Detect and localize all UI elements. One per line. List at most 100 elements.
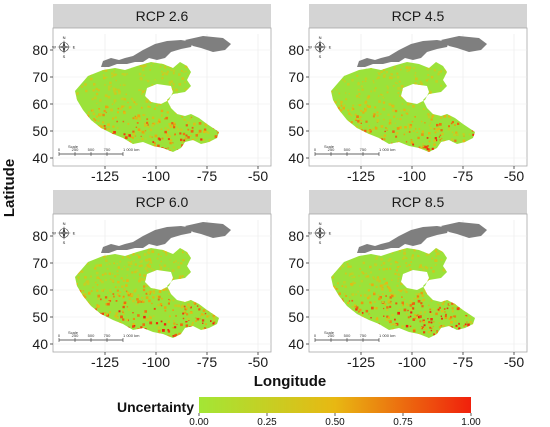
map-plot-area: 80 70 60 50 40 -125 -100 -75 -50 N S E W Scale 0 250 500… (288, 220, 527, 370)
legend-tick-label: 0.00 (189, 417, 209, 427)
x-tick-label: -50 (504, 168, 524, 184)
panel-strip (53, 4, 271, 28)
scale-label: 750 (104, 333, 111, 338)
y-tick-label: 60 (288, 96, 304, 112)
compass-rose: N S E W (52, 221, 76, 245)
scale-label: 0 (58, 333, 61, 338)
scale-label: 1 000 km (379, 147, 396, 152)
scale-label: 1 000 km (123, 147, 140, 152)
legend-tick-label: 1.00 (461, 417, 481, 427)
legend-colorbar (199, 397, 471, 413)
y-tick-label: 40 (288, 150, 304, 166)
y-axis-title: Latitude (1, 159, 18, 217)
scale-label: 500 (88, 333, 95, 338)
scale-label: 250 (72, 147, 79, 152)
compass-n: N (63, 221, 66, 226)
compass-s: S (319, 240, 322, 245)
y-tick-label: 50 (32, 123, 48, 139)
x-tick-label: -125 (347, 168, 375, 184)
greenland-landmass (441, 36, 487, 52)
compass-e: E (73, 231, 76, 236)
scale-title: Scale (68, 144, 79, 149)
x-tick-label: -125 (91, 354, 119, 370)
compass-s: S (63, 54, 66, 59)
compass-rose: N S E W (52, 35, 76, 59)
legend-tick-label: 0.50 (325, 417, 345, 427)
panel-title: RCP 8.5 (392, 194, 445, 210)
x-tick-label: -50 (504, 354, 524, 370)
compass-e: E (329, 45, 332, 50)
scale-label: 750 (360, 147, 367, 152)
scale-label: 500 (88, 147, 95, 152)
scale-label: 0 (314, 333, 317, 338)
legend-tick-label: 0.75 (393, 417, 413, 427)
scale-label: 0 (58, 147, 61, 152)
panel-strip (53, 190, 271, 214)
scale-label: 1 000 km (379, 333, 396, 338)
map-panel-rcp60: RCP 6.0 80 70 60 50 40 -125 -100 -75 -50 N S E W Scal… (32, 190, 272, 370)
legend-tick-label: 0.25 (257, 417, 277, 427)
scale-label: 1 000 km (123, 333, 140, 338)
y-tick-label: 60 (32, 96, 48, 112)
map-panel-rcp85: RCP 8.5 80 70 60 50 40 -125 -100 -75 -50 N S E W Scal… (288, 190, 528, 370)
x-tick-label: -75 (197, 354, 217, 370)
x-tick-label: -50 (248, 354, 268, 370)
y-tick-label: 60 (288, 282, 304, 298)
compass-s: S (319, 54, 322, 59)
y-tick-label: 70 (288, 255, 304, 271)
y-tick-label: 40 (288, 336, 304, 352)
panel-title: RCP 2.6 (136, 8, 189, 24)
map-panel-rcp26: RCP 2.6 80 70 60 50 40 -125 -100 -75 -50 N S E W Scal… (32, 4, 272, 184)
scale-bar: Scale 0 250 500 750 1 000 km (58, 330, 140, 342)
compass-w: W (52, 45, 56, 50)
scale-bar: Scale 0 250 500 750 1 000 km (58, 144, 140, 156)
x-tick-label: -75 (453, 354, 473, 370)
scale-label: 750 (360, 333, 367, 338)
map-plot-area: 80 70 60 50 40 -125 -100 -75 -50 N S E W Scale 0 250 500… (288, 34, 527, 184)
panel-title: RCP 6.0 (136, 194, 189, 210)
scale-bar: Scale 0 250 500 750 1 000 km (314, 330, 396, 342)
scale-label: 500 (344, 147, 351, 152)
x-tick-label: -100 (398, 354, 426, 370)
x-tick-label: -100 (142, 354, 170, 370)
x-tick-label: -50 (248, 168, 268, 184)
y-tick-label: 50 (32, 309, 48, 325)
panel-strip (309, 4, 527, 28)
compass-e: E (329, 231, 332, 236)
x-tick-label: -75 (453, 168, 473, 184)
y-tick-label: 40 (32, 150, 48, 166)
y-tick-label: 50 (288, 309, 304, 325)
y-tick-label: 80 (32, 42, 48, 58)
scale-title: Scale (324, 330, 335, 335)
scale-label: 0 (314, 147, 317, 152)
compass-w: W (308, 45, 312, 50)
y-tick-label: 80 (32, 228, 48, 244)
greenland-landmass (441, 222, 487, 238)
scale-label: 750 (104, 147, 111, 152)
y-tick-label: 40 (32, 336, 48, 352)
greenland-landmass (185, 36, 231, 52)
scale-label: 500 (344, 333, 351, 338)
y-tick-label: 70 (288, 69, 304, 85)
y-tick-label: 70 (32, 255, 48, 271)
compass-e: E (73, 45, 76, 50)
panel-strip (309, 190, 527, 214)
x-tick-label: -100 (398, 168, 426, 184)
y-tick-label: 70 (32, 69, 48, 85)
x-tick-label: -75 (197, 168, 217, 184)
scale-label: 250 (72, 333, 79, 338)
compass-w: W (308, 231, 312, 236)
compass-s: S (63, 240, 66, 245)
y-tick-label: 60 (32, 282, 48, 298)
x-axis-title: Longitude (254, 373, 326, 390)
scale-label: 250 (328, 333, 335, 338)
uncertainty-legend: Uncertainty 0.00 0.25 0.50 0.75 1.00 (117, 397, 481, 427)
panel-title: RCP 4.5 (392, 8, 445, 24)
compass-n: N (319, 221, 322, 226)
map-panel-rcp45: RCP 4.5 80 70 60 50 40 -125 -100 -75 -50 N S E W Scal… (288, 4, 528, 184)
x-tick-label: -125 (91, 168, 119, 184)
y-tick-label: 80 (288, 228, 304, 244)
x-tick-label: -125 (347, 354, 375, 370)
compass-n: N (63, 35, 66, 40)
